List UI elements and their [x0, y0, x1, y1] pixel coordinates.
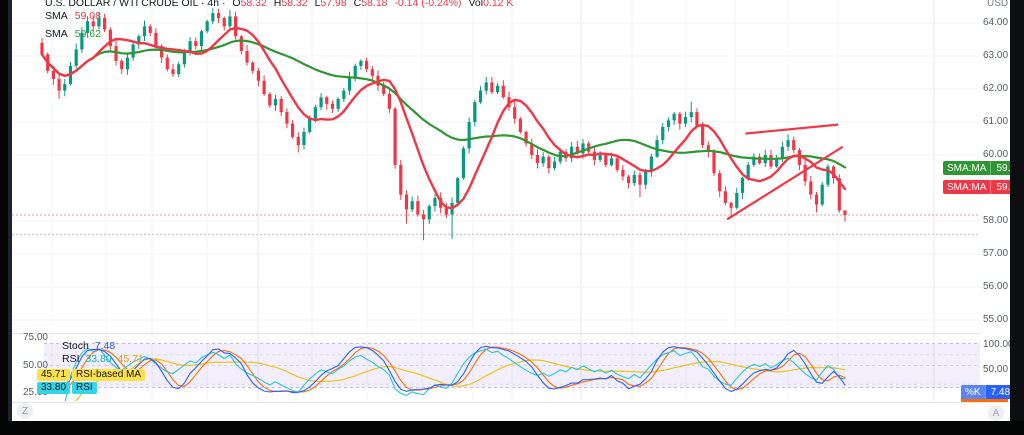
- rsi-badge-name: RSI: [72, 382, 97, 394]
- right-edge-strip: [1010, 0, 1024, 435]
- change-value: -0.14 (-0.24%): [394, 0, 462, 9]
- sma-fast-badge-value: 59.08: [990, 180, 1024, 194]
- left-edge-strip-inner: [8, 0, 12, 421]
- sma-slow-value: 59.62: [74, 28, 101, 40]
- volume-label: Vol: [468, 0, 484, 9]
- stoch-k-axis-badge: %K 7.48: [961, 385, 1016, 399]
- symbol-title: U.S. DOLLAR / WTI CRUDE OIL · 4h ·: [45, 0, 226, 9]
- rsi-ma-left-badge: 45.71 RSI-based MA: [37, 369, 146, 381]
- sma-slow-legend-row[interactable]: SMA 59.62: [45, 28, 101, 40]
- ohlc-high-value: 58.32: [281, 0, 308, 9]
- stoch-k-badge-label: %K: [961, 385, 985, 399]
- timezone-button[interactable]: Z: [17, 403, 33, 419]
- ohlc-open-value: 58.32: [240, 0, 267, 9]
- ohlc-high-label: H: [273, 0, 282, 9]
- rsi-ma-badge-value: 45.71: [37, 369, 71, 381]
- sma-slow-badge-value: 59.62: [990, 161, 1024, 175]
- ohlc-low-label: L: [314, 0, 321, 9]
- rsi-left-badge: 33.80 RSI: [37, 382, 97, 394]
- stoch-label: Stoch: [62, 340, 89, 352]
- stoch-k-badge-value: 7.48: [984, 385, 1015, 399]
- symbol-legend-row[interactable]: U.S. DOLLAR / WTI CRUDE OIL · 4h · O58.3…: [45, 0, 513, 9]
- currency-label: USD: [987, 0, 1009, 9]
- sma-slow-badge-label: SMA:MA: [947, 162, 987, 174]
- ohlc-close-label: C: [353, 0, 362, 9]
- volume-value: 0.12 K: [483, 0, 514, 9]
- sma-fast-value: 59.08: [74, 10, 101, 22]
- sma-fast-legend-row[interactable]: SMA 59.08: [45, 10, 101, 22]
- ohlc-low-value: 57.98: [320, 0, 347, 9]
- rsi-ma-value: 45.71: [117, 353, 144, 365]
- rsi-legend-row[interactable]: RSI 33.80 45.71: [62, 353, 144, 365]
- time-axis[interactable]: [12, 402, 1010, 422]
- bottom-edge-strip: [0, 421, 1024, 435]
- ohlc-close-value: 58.18: [361, 0, 388, 9]
- sma-fast-axis-badge: SMA:MA 59.08: [943, 180, 1024, 194]
- sma-fast-label: SMA: [45, 10, 68, 22]
- sma-slow-axis-badge: SMA:MA 59.62: [943, 161, 1024, 175]
- ohlc-open-label: O: [232, 0, 241, 9]
- rsi-badge-value: 33.80: [37, 382, 71, 394]
- sma-fast-badge-label: SMA:MA: [947, 181, 987, 193]
- stoch-legend-row[interactable]: Stoch 7.48: [62, 340, 115, 352]
- rsi-ma-badge-name: RSI-based MA: [72, 369, 146, 381]
- sma-slow-label: SMA: [45, 28, 68, 40]
- left-edge-strip: [0, 0, 8, 435]
- rsi-label: RSI: [62, 353, 80, 365]
- stoch-k-value: 7.48: [94, 340, 116, 352]
- rsi-value: 33.80: [85, 353, 112, 365]
- logo-button[interactable]: A: [988, 405, 1004, 421]
